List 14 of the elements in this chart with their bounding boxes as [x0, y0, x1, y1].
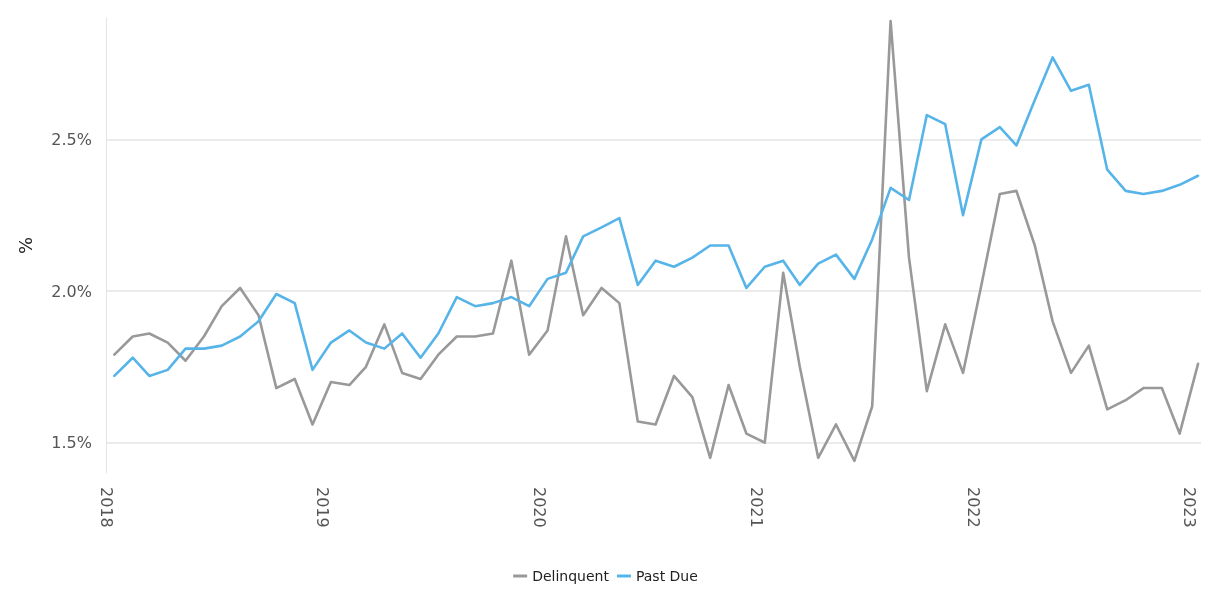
line-series — [113, 56, 1200, 378]
legend-label: Past Due — [635, 568, 698, 584]
y-tick-label: 2.5% — [51, 129, 92, 149]
line-series — [113, 19, 1200, 463]
x-tick-label: 2021 — [746, 487, 766, 528]
legend-label: Delinquent — [532, 568, 610, 584]
x-tick-label: 2018 — [96, 487, 116, 528]
y-tick-label: 1.5% — [51, 433, 92, 453]
y-tick-label: 2.0% — [51, 281, 92, 301]
x-tick-label: 2022 — [963, 487, 983, 528]
y-axis-title: % — [14, 236, 36, 255]
x-tick-label: 2023 — [1180, 487, 1200, 528]
x-tick-label: 2020 — [529, 487, 549, 528]
x-tick-label: 2019 — [313, 487, 333, 528]
